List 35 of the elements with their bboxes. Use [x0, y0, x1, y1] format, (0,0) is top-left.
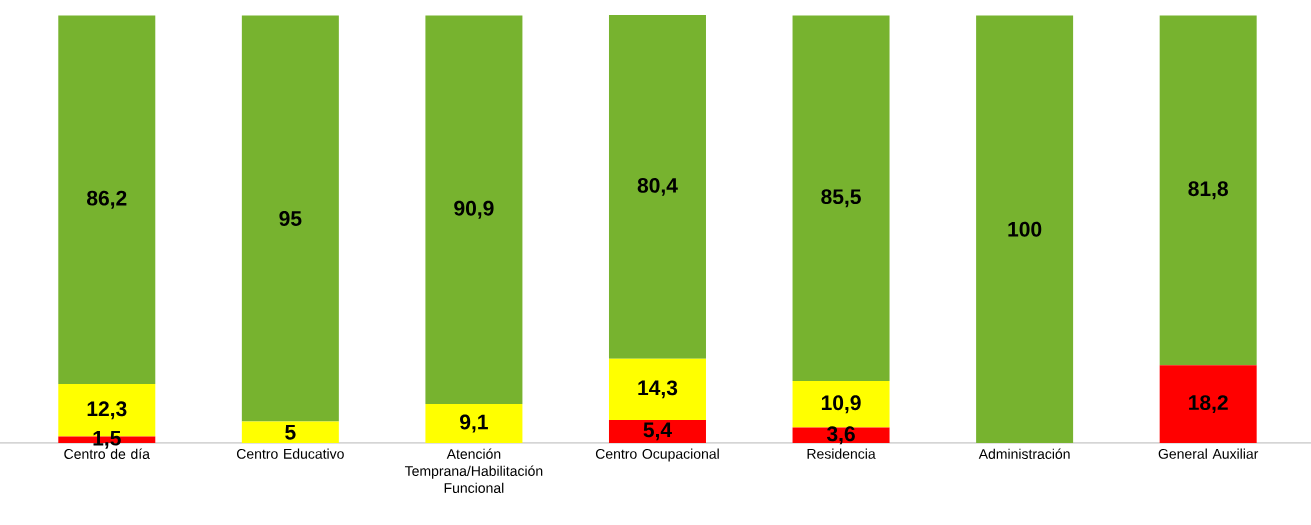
- x-tick-label: Residencia: [807, 448, 876, 459]
- data-label: 5,4: [643, 422, 672, 441]
- bar: [792, 381, 890, 428]
- data-label: 12,3: [87, 401, 127, 420]
- bar: [425, 15, 523, 405]
- x-tick-label: Centro Ocupacional: [595, 448, 719, 462]
- data-label: 18,2: [1189, 395, 1228, 414]
- bar: [608, 14, 706, 359]
- bar: [792, 15, 890, 381]
- bar: [608, 419, 706, 443]
- bar: [58, 15, 156, 384]
- data-label: 3,6: [826, 426, 855, 445]
- bar: [1159, 15, 1257, 366]
- data-label: 80,4: [637, 177, 678, 196]
- bar: [1159, 365, 1257, 443]
- x-tick-label: General Auxiliar: [1158, 448, 1259, 459]
- data-label: 86,2: [87, 190, 127, 209]
- bar: [425, 404, 523, 443]
- data-label: 100: [1008, 221, 1042, 237]
- x-tick-label: Atención Temprana/Habilitación Funcional: [404, 448, 543, 493]
- x-tick-label: Centro Educativo: [236, 448, 344, 459]
- x-tick-label: Administración: [978, 448, 1070, 459]
- bar: [608, 358, 706, 420]
- bar: [241, 421, 339, 443]
- data-label: 10,9: [821, 395, 861, 414]
- data-label: 5: [285, 424, 296, 440]
- data-label: 81,8: [1188, 181, 1228, 200]
- x-tick-label: Centro de día: [64, 448, 150, 459]
- data-label: 14,3: [638, 380, 678, 399]
- data-label: 90,9: [454, 200, 494, 219]
- bar: [976, 15, 1074, 443]
- data-label: 95: [279, 211, 302, 226]
- data-label: 85,5: [821, 189, 861, 208]
- data-label: 9,1: [460, 414, 488, 433]
- bar: [241, 15, 339, 422]
